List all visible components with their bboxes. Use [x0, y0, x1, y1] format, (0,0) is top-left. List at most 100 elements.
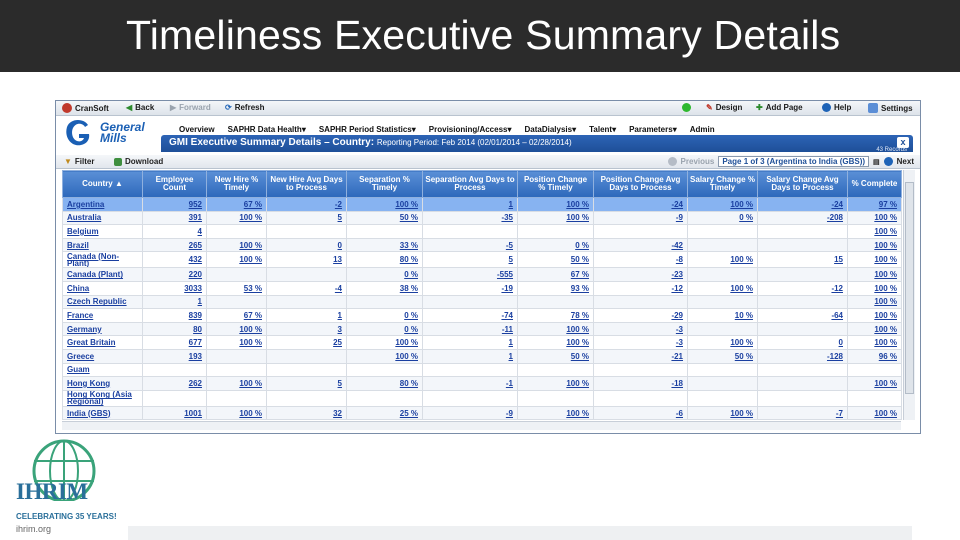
table-cell[interactable]: 0 %: [346, 308, 423, 323]
table-cell[interactable]: 100 %: [847, 251, 902, 269]
table-cell[interactable]: 67 %: [206, 308, 267, 323]
previous-button[interactable]: Previous: [680, 157, 715, 166]
table-cell[interactable]: 5: [266, 376, 347, 391]
table-row[interactable]: Canada (Non-Plant) 432 100 % 13 80 % 5 50 % -8 1…: [62, 251, 902, 269]
column-header[interactable]: Salary Change Avg Days to Process: [757, 170, 848, 198]
refresh-button[interactable]: ⟳ Refresh: [225, 103, 265, 112]
country-cell[interactable]: Great Britain: [62, 335, 143, 350]
menu-datadialysis[interactable]: DataDialysis▾: [524, 125, 577, 134]
table-cell[interactable]: -64: [757, 308, 848, 323]
table-cell[interactable]: 100 %: [206, 251, 267, 269]
download-button[interactable]: Download: [114, 157, 163, 166]
settings-button[interactable]: Settings: [868, 103, 913, 113]
table-cell[interactable]: 97 %: [847, 197, 902, 212]
table-cell[interactable]: 1: [422, 348, 518, 364]
filter-button[interactable]: ▼ Filter: [64, 157, 94, 166]
table-cell[interactable]: 100 %: [517, 405, 594, 421]
table-cell[interactable]: 50 %: [517, 251, 594, 269]
table-cell[interactable]: 262: [142, 376, 207, 391]
vertical-scrollbar[interactable]: [903, 170, 915, 420]
forward-button[interactable]: ▶ Forward: [170, 103, 211, 112]
table-cell[interactable]: 4: [142, 224, 207, 239]
country-cell[interactable]: Hong Kong: [62, 376, 143, 391]
table-row[interactable]: India (GBS) 1001 100 % 32 25 % -9 100 % -6 100 %…: [62, 405, 902, 421]
table-cell[interactable]: 100 %: [687, 280, 758, 296]
table-cell[interactable]: -3: [593, 335, 688, 350]
table-cell[interactable]: 100 %: [346, 335, 423, 350]
table-cell[interactable]: -19: [422, 280, 518, 296]
horizontal-scrollbar[interactable]: [62, 421, 901, 430]
table-cell[interactable]: 0 %: [346, 267, 423, 282]
table-cell[interactable]: 13: [266, 251, 347, 269]
table-cell[interactable]: 67 %: [206, 197, 267, 212]
column-header[interactable]: New Hire % Timely: [206, 170, 267, 198]
table-cell[interactable]: 1001: [142, 405, 207, 421]
country-cell[interactable]: Belgium: [62, 224, 143, 239]
table-cell[interactable]: 25: [266, 335, 347, 350]
table-row[interactable]: Hong Kong 262 100 % 5 80 % -1 100 % -18 100 %: [62, 376, 902, 391]
table-cell[interactable]: -24: [593, 197, 688, 212]
table-cell[interactable]: 100 %: [847, 321, 902, 337]
table-cell[interactable]: 100 %: [206, 210, 267, 226]
country-cell[interactable]: Germany: [62, 321, 143, 337]
column-header[interactable]: Separation Avg Days to Process: [422, 170, 518, 198]
country-cell[interactable]: Australia: [62, 210, 143, 226]
table-cell[interactable]: -74: [422, 308, 518, 323]
country-cell[interactable]: Czech Republic: [62, 294, 143, 310]
table-cell[interactable]: -3: [593, 321, 688, 337]
table-cell[interactable]: 100 %: [847, 237, 902, 253]
table-cell[interactable]: 100 %: [206, 376, 267, 391]
table-cell[interactable]: 50 %: [517, 348, 594, 364]
table-cell[interactable]: -18: [593, 376, 688, 391]
table-row[interactable]: Czech Republic 1 100 %: [62, 294, 902, 310]
table-cell[interactable]: -128: [757, 348, 848, 364]
table-row[interactable]: Guam: [62, 362, 902, 378]
country-cell[interactable]: Brazil: [62, 237, 143, 253]
table-cell[interactable]: -6: [593, 405, 688, 421]
table-cell[interactable]: 100 %: [847, 376, 902, 391]
table-cell[interactable]: 100 %: [517, 197, 594, 212]
table-cell[interactable]: 15: [757, 251, 848, 269]
table-cell[interactable]: 93 %: [517, 280, 594, 296]
table-cell[interactable]: 100 %: [687, 197, 758, 212]
page-select[interactable]: Page 1 of 3 (Argentina to India (GBS)): [718, 156, 870, 167]
table-cell[interactable]: 3: [266, 321, 347, 337]
add-page-button[interactable]: ✚ Add Page: [756, 103, 803, 112]
table-cell[interactable]: 100 %: [517, 321, 594, 337]
table-cell[interactable]: 100 %: [206, 321, 267, 337]
table-cell[interactable]: 952: [142, 197, 207, 212]
table-cell[interactable]: -1: [422, 376, 518, 391]
table-row[interactable]: Canada (Plant) 220 0 % -555 67 % -23 100 %: [62, 267, 902, 282]
menu-saphr-data-health[interactable]: SAPHR Data Health▾: [227, 125, 306, 134]
table-cell[interactable]: -9: [593, 210, 688, 226]
menu-provisioning-access[interactable]: Provisioning/Access▾: [428, 125, 512, 134]
table-cell[interactable]: 100 %: [847, 267, 902, 282]
menu-parameters[interactable]: Parameters▾: [629, 125, 677, 134]
table-cell[interactable]: 100 %: [847, 280, 902, 296]
table-cell[interactable]: 38 %: [346, 280, 423, 296]
table-cell[interactable]: -42: [593, 237, 688, 253]
column-header[interactable]: Employee Count: [142, 170, 207, 198]
close-icon[interactable]: x: [897, 137, 909, 148]
table-cell[interactable]: -12: [593, 280, 688, 296]
country-cell[interactable]: Greece: [62, 348, 143, 364]
table-cell[interactable]: 0 %: [346, 321, 423, 337]
menu-overview[interactable]: Overview: [179, 125, 215, 134]
table-cell[interactable]: -35: [422, 210, 518, 226]
table-cell[interactable]: 25 %: [346, 405, 423, 421]
column-header[interactable]: Country ▲: [62, 170, 143, 198]
table-cell[interactable]: 1: [142, 294, 207, 310]
table-cell[interactable]: 100 %: [346, 348, 423, 364]
table-cell[interactable]: 100 %: [847, 335, 902, 350]
table-cell[interactable]: 67 %: [517, 267, 594, 282]
country-cell[interactable]: France: [62, 308, 143, 323]
table-cell[interactable]: -2: [266, 197, 347, 212]
table-cell[interactable]: 80 %: [346, 376, 423, 391]
table-cell[interactable]: 96 %: [847, 348, 902, 364]
table-cell[interactable]: 33 %: [346, 237, 423, 253]
table-cell[interactable]: 32: [266, 405, 347, 421]
table-cell[interactable]: 100 %: [517, 210, 594, 226]
table-row[interactable]: France 839 67 % 1 0 % -74 78 % -29 10 % -64 100 %: [62, 308, 902, 323]
table-cell[interactable]: -29: [593, 308, 688, 323]
table-cell[interactable]: 100 %: [847, 224, 902, 239]
